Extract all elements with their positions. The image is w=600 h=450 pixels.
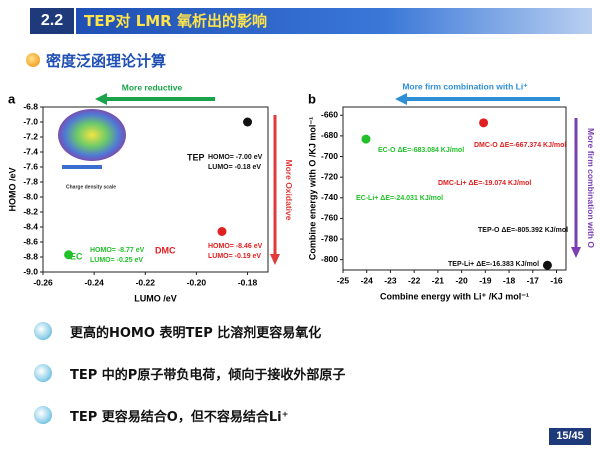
- x-tick-label: -24: [361, 275, 374, 285]
- y-tick-label: -8.6: [23, 236, 38, 246]
- esp-map: [58, 109, 126, 161]
- y-tick-label: -8.0: [23, 191, 38, 201]
- y-tick-label: -8.2: [23, 206, 38, 216]
- section-title: TEP对 LMR 氧析出的影响: [76, 8, 592, 34]
- panel-label: a: [8, 91, 16, 106]
- section-number: 2.2: [30, 8, 74, 34]
- data-point: [479, 118, 489, 128]
- x-tick-label: -21: [432, 275, 445, 285]
- y-tick-label: -660: [321, 110, 338, 120]
- annotation: DMC-O ΔE=-667.374 KJ/mol: [474, 142, 566, 149]
- x-tick-label: -17: [527, 275, 540, 285]
- subtitle-icon: [26, 53, 40, 67]
- arrow-label: More firm combination with Li⁺: [402, 81, 528, 91]
- annotation: HOMO= -8.77 eV: [90, 247, 145, 254]
- y-tick-label: -7.2: [23, 131, 38, 141]
- bullet: TEP 更容易结合O，但不容易结合Li⁺: [70, 410, 289, 425]
- bullet: 更高的HOMO 表明TEP 比溶剂更容易氧化: [70, 326, 322, 341]
- bullet-icon: [34, 406, 52, 424]
- data-point: [243, 117, 253, 127]
- arrow-head: [395, 93, 407, 105]
- plot-frame: [342, 106, 567, 271]
- y-tick-label: -9.0: [23, 266, 38, 276]
- y-axis-label: HOMO /eV: [7, 167, 17, 211]
- x-axis-label: LUMO /eV: [134, 293, 177, 303]
- x-tick-label: -0.26: [33, 277, 53, 287]
- y-axis-label: Combine energy with O /KJ mol⁻¹: [307, 117, 317, 260]
- y-tick-label: -740: [321, 192, 338, 202]
- y-tick-label: -7.6: [23, 161, 38, 171]
- point-label: EC: [70, 251, 83, 261]
- annotation: TEP-O ΔE=-805.392 KJ/mol: [478, 227, 568, 234]
- data-point: [361, 134, 371, 144]
- x-tick-label: -20: [455, 275, 468, 285]
- y-tick-label: -6.8: [23, 101, 38, 111]
- data-point: [217, 227, 227, 236]
- y-tick-label: -680: [321, 130, 338, 140]
- annotation: EC-O ΔE=-683.084 KJ/mol: [378, 147, 464, 154]
- bullet-icon: [34, 322, 52, 340]
- arrow-label: More Oxidative: [284, 160, 294, 221]
- annotation: TEP-Li+ ΔE=-16.383 KJ/mol: [448, 261, 539, 268]
- x-tick-label: -18: [503, 275, 516, 285]
- x-tick-label: -0.18: [238, 277, 258, 287]
- x-axis-label: Combine energy with Li⁺ /KJ mol⁻¹: [380, 291, 529, 301]
- point-label: TEP: [187, 152, 205, 162]
- annotation: EC-Li+ ΔE=-24.031 KJ/mol: [356, 195, 443, 202]
- charts: a -0.26 -0.24 -0.22 -0.20 -0.18 -6.8 -7.0 -7.2 -7…: [7, 81, 596, 303]
- x-tick-label: -16: [550, 275, 563, 285]
- annotation: HOMO= -7.00 eV: [208, 154, 263, 161]
- x-tick-label: -0.22: [136, 277, 156, 287]
- y-tick-label: -7.8: [23, 176, 38, 186]
- scale-bar: [62, 165, 102, 169]
- y-tick-label: -8.4: [23, 221, 38, 231]
- arrow-head: [571, 247, 581, 258]
- y-tick-label: -8.8: [23, 251, 38, 261]
- bullet-icon: [34, 364, 52, 382]
- x-tick-label: -25: [337, 275, 350, 285]
- panel-label: b: [308, 91, 316, 106]
- y-tick-label: -780: [321, 233, 338, 243]
- arrow-head: [95, 93, 107, 105]
- bullet: TEP 中的P原子带负电荷，倾向于接收外部原子: [70, 368, 346, 383]
- x-tick-label: -22: [408, 275, 421, 285]
- annotation: LUMO= -0.19 eV: [208, 253, 261, 260]
- y-tick-label: -700: [321, 151, 338, 161]
- x-tick-label: -0.24: [84, 277, 104, 287]
- x-tick-label: -19: [479, 275, 492, 285]
- annotation: DMC-Li+ ΔE=-19.074 KJ/mol: [438, 180, 531, 187]
- annotation: LUMO= -0.18 eV: [208, 164, 261, 171]
- annotation: HOMO= -8.46 eV: [208, 243, 263, 250]
- y-tick-label: -760: [321, 213, 338, 223]
- annotation: LUMO= -0.25 eV: [90, 257, 143, 264]
- subtitle: 密度泛函理论计算: [46, 52, 167, 70]
- x-tick-label: -0.20: [187, 277, 207, 287]
- data-point: [542, 260, 552, 270]
- y-tick-label: -800: [321, 254, 338, 264]
- y-tick-label: -7.0: [23, 116, 38, 126]
- y-tick-label: -720: [321, 171, 338, 181]
- arrow-head: [270, 254, 280, 265]
- arrow-label: More reductive: [122, 82, 183, 92]
- y-tick-label: -7.4: [23, 146, 38, 156]
- page-number: 15/45: [549, 428, 591, 445]
- point-label: DMC: [155, 245, 176, 255]
- data-point: [64, 250, 74, 260]
- plot-frame: [42, 106, 269, 273]
- x-tick-label: -23: [384, 275, 397, 285]
- arrow-label: More firm combination with O: [586, 128, 596, 248]
- annotation: Charge density scale: [66, 184, 116, 190]
